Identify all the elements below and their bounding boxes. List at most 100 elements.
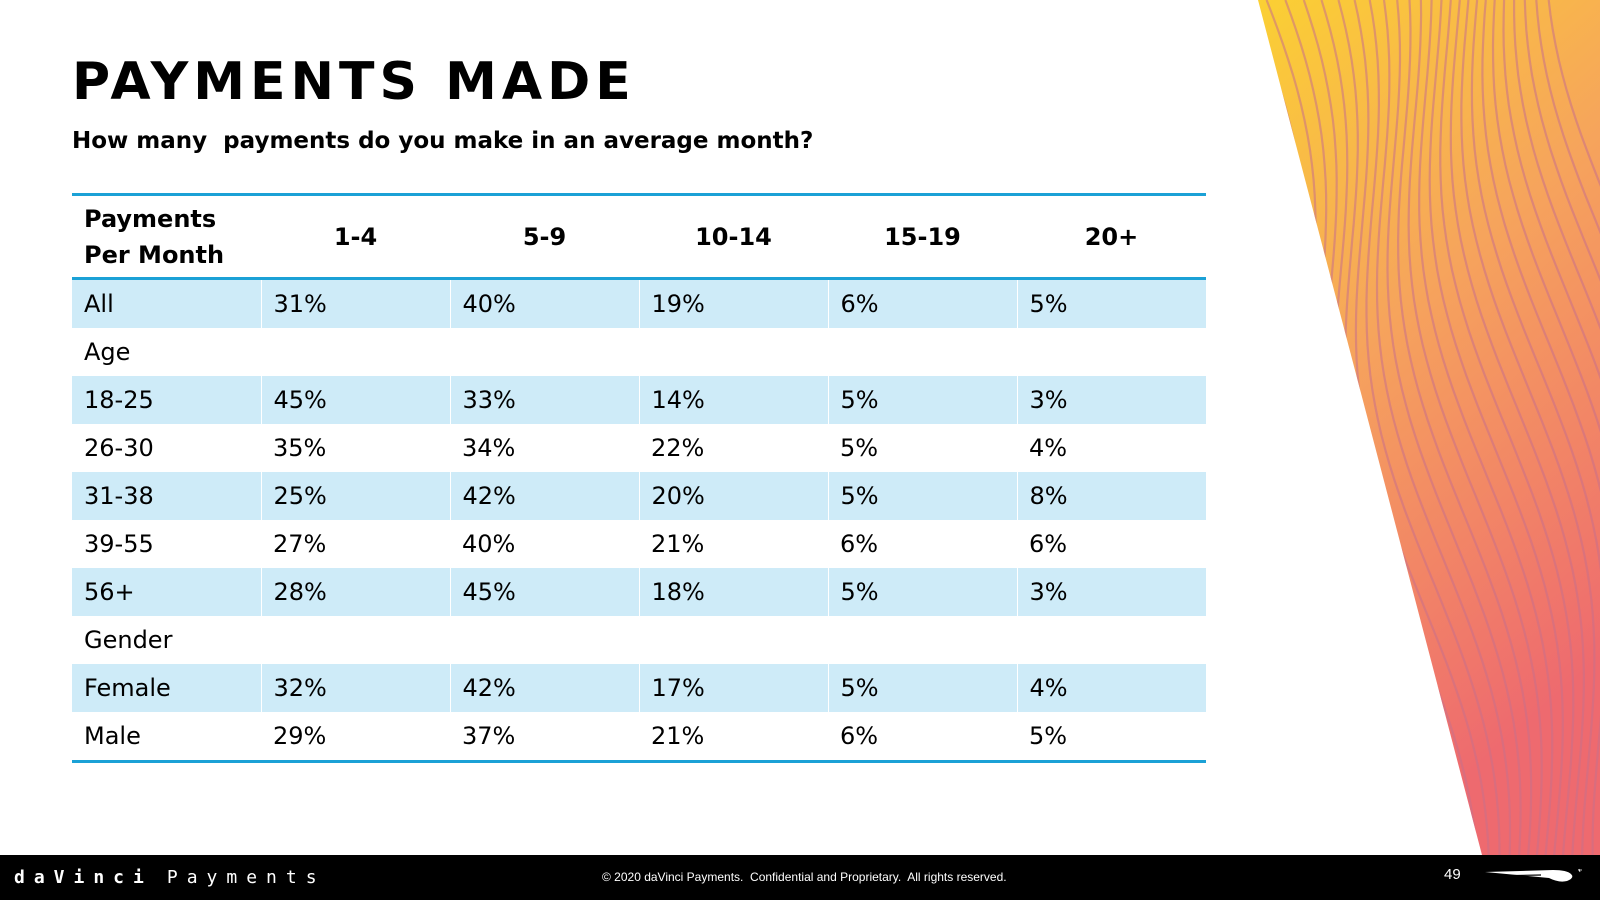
- empty-cell: [261, 328, 450, 376]
- payments-table: Payments Per Month 1-4 5-9 10-14 15-19 2…: [72, 193, 1206, 763]
- empty-cell: [1017, 328, 1206, 376]
- wing-logo-icon: [1485, 868, 1582, 882]
- section-row: Gender: [72, 616, 1206, 664]
- column-header: 15-19: [828, 194, 1017, 280]
- column-header: 20+: [1017, 194, 1206, 280]
- row-header-cell: Payments Per Month: [72, 194, 261, 280]
- table-cell: 34%: [462, 434, 516, 462]
- table-cell: 5%: [827, 664, 1017, 712]
- table-cell: 42%: [449, 472, 639, 520]
- table-cell: 17%: [638, 664, 828, 712]
- wave-line: [1353, 0, 1490, 855]
- table-row: Female 32% 42% 17% 5% 4%: [72, 664, 1206, 712]
- wave-line: [1481, 0, 1600, 855]
- wave-line: [1375, 0, 1512, 855]
- page-title: PAYMENTS MADE: [72, 52, 636, 112]
- empty-cell: [261, 616, 450, 664]
- brand-primary: daVinci: [14, 867, 153, 888]
- wave-line: [1258, 0, 1389, 855]
- brand-secondary: Payments: [166, 867, 326, 888]
- wave-line: [1460, 0, 1596, 855]
- table-cell: 6%: [840, 530, 879, 558]
- empty-cell: [639, 616, 828, 664]
- table-cell: 28%: [260, 568, 450, 616]
- table-cell: 45%: [449, 568, 639, 616]
- table-cell: 20%: [638, 472, 828, 520]
- table-cell: 31%: [260, 278, 450, 328]
- empty-cell: [828, 616, 1017, 664]
- wave-line: [1535, 0, 1600, 855]
- table-cell: 4%: [1029, 434, 1068, 462]
- page-number: 49: [1444, 866, 1461, 883]
- table-header-row: Payments Per Month 1-4 5-9 10-14 15-19 2…: [72, 194, 1206, 280]
- table-cell: 5%: [1016, 278, 1206, 328]
- wave-line: [1396, 0, 1533, 855]
- table-cell: 40%: [462, 530, 516, 558]
- row-label: 26-30: [84, 434, 154, 462]
- wave-line: [1320, 0, 1466, 855]
- table-cell: 45%: [260, 376, 450, 424]
- table-cell: 6%: [827, 278, 1017, 328]
- table-row: All 31% 40% 19% 6% 5%: [72, 278, 1206, 328]
- wave-line: [1407, 0, 1543, 855]
- empty-cell: [450, 616, 639, 664]
- table-cell: 5%: [827, 568, 1017, 616]
- table-cell: 27%: [273, 530, 327, 558]
- table-row: 39-55 27% 40% 21% 6% 6%: [72, 520, 1206, 568]
- table-cell: 21%: [651, 722, 705, 750]
- table-cell: 14%: [638, 376, 828, 424]
- row-label: 18-25: [72, 376, 261, 424]
- table-row: 26-30 35% 34% 22% 5% 4%: [72, 424, 1206, 472]
- table-cell: 32%: [260, 664, 450, 712]
- row-label: 31-38: [72, 472, 261, 520]
- table-cell: 5%: [840, 434, 879, 462]
- table-cell: 22%: [651, 434, 705, 462]
- table-cell: 33%: [449, 376, 639, 424]
- table-cell: 5%: [827, 376, 1017, 424]
- section-label: Gender: [84, 626, 173, 654]
- table-cell: 5%: [1029, 722, 1068, 750]
- wave-line: [1428, 0, 1564, 855]
- wave-line: [1547, 0, 1600, 855]
- table-row: Male 29% 37% 21% 6% 5%: [72, 712, 1206, 762]
- wave-line: [1502, 0, 1600, 855]
- wave-line: [1365, 0, 1501, 855]
- wave-line: [1470, 0, 1600, 855]
- table-row: 18-25 45% 33% 14% 5% 3%: [72, 376, 1206, 424]
- wave-line: [1386, 0, 1522, 855]
- table-cell: 42%: [449, 664, 639, 712]
- wave-line: [1265, 0, 1422, 855]
- row-label: 39-55: [84, 530, 154, 558]
- wave-line: [1491, 0, 1600, 855]
- wave-line: [1439, 0, 1575, 855]
- column-header: 5-9: [450, 194, 639, 280]
- section-row: Age: [72, 328, 1206, 376]
- wave-line: [1302, 0, 1452, 855]
- row-label: Female: [72, 664, 261, 712]
- table-row: 31-38 25% 42% 20% 5% 8%: [72, 472, 1206, 520]
- column-header: 10-14: [639, 194, 828, 280]
- table-cell: 3%: [1016, 568, 1206, 616]
- table-cell: 8%: [1016, 472, 1206, 520]
- table-row: 56+ 28% 45% 18% 5% 3%: [72, 568, 1206, 616]
- brand-logo: daVinci Payments: [14, 865, 326, 891]
- empty-cell: [450, 328, 639, 376]
- table-cell: 18%: [638, 568, 828, 616]
- wave-line: [1449, 0, 1586, 855]
- row-label: Male: [84, 722, 141, 750]
- wave-line: [1418, 0, 1554, 855]
- wave-line: [1258, 0, 1406, 855]
- table-cell: 19%: [638, 278, 828, 328]
- empty-cell: [1017, 616, 1206, 664]
- table-cell: 6%: [1029, 530, 1068, 558]
- table-cell: 37%: [462, 722, 516, 750]
- wave-line: [1284, 0, 1438, 855]
- table-cell: 5%: [827, 472, 1017, 520]
- table-cell: 6%: [840, 722, 879, 750]
- table-cell: 4%: [1016, 664, 1206, 712]
- row-header-line-1: Payments: [84, 204, 217, 233]
- footer-bar: daVinci Payments © 2020 daVinci Payments.…: [0, 855, 1600, 900]
- empty-cell: [639, 328, 828, 376]
- row-label: 56+: [72, 568, 261, 616]
- column-header: 1-4: [261, 194, 450, 280]
